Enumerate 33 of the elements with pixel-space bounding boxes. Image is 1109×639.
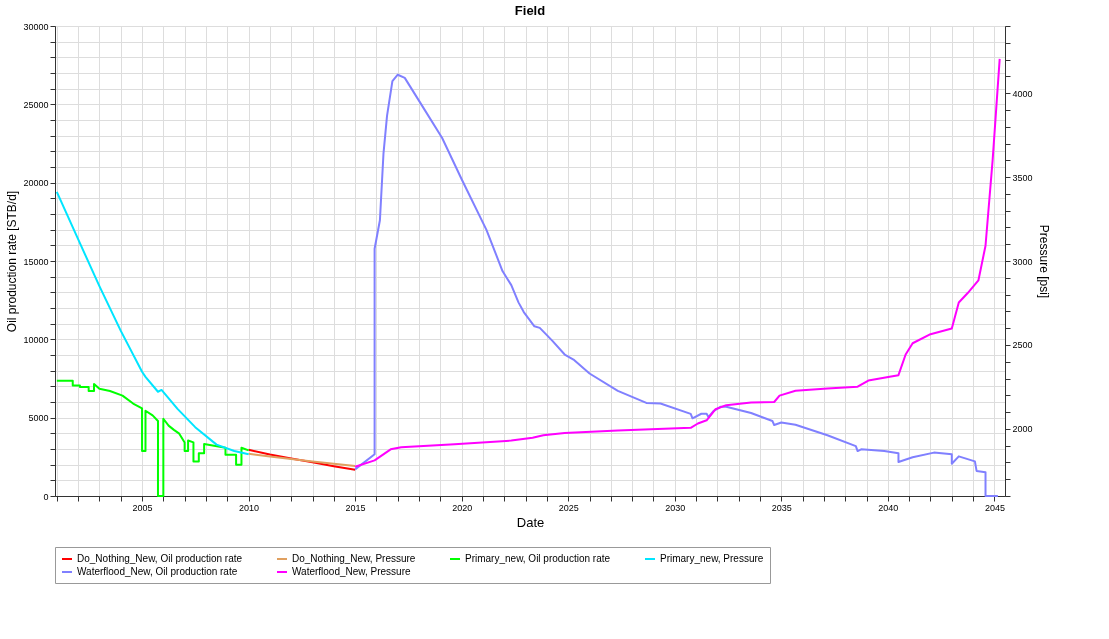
y2-tick-label: 3500: [1012, 172, 1033, 183]
y-tick-label: 5000: [28, 413, 49, 424]
chart-title: Field: [514, 3, 546, 18]
legend-label: Do_Nothing_New, Pressure: [292, 553, 416, 564]
y-tick-label: 0: [43, 491, 49, 502]
x-tick-label: 2005: [132, 502, 153, 513]
line-series: [55, 379, 250, 497]
x-tick-label: 2015: [345, 502, 366, 513]
y-tick-label: 30000: [23, 21, 49, 32]
x-axis-title: Date: [516, 514, 545, 530]
line-series: [55, 190, 250, 456]
y2-tick-label: 3000: [1012, 256, 1033, 267]
y2-axis-title: Pressure [psi]: [1036, 224, 1051, 299]
legend-label: Primary_new, Oil production rate: [465, 553, 611, 564]
y2-tick-label: 4000: [1012, 88, 1033, 99]
legend-label: Do_Nothing_New, Oil production rate: [77, 553, 243, 564]
x-tick-label: 2025: [558, 502, 579, 513]
y2-tick-label: 2000: [1012, 424, 1033, 435]
y-axis-title: Oil production rate [STB/d]: [5, 190, 20, 333]
legend-label: Primary_new, Pressure: [660, 553, 764, 564]
y-tick-label: 25000: [23, 99, 49, 110]
y-tick-label: 20000: [23, 178, 49, 189]
x-tick-label: 2020: [452, 502, 473, 513]
x-tick-label: 2010: [239, 502, 260, 513]
legend-label: Waterflood_New, Pressure: [292, 566, 412, 577]
x-tick-label: 2045: [984, 502, 1005, 513]
y-tick-label: 15000: [23, 256, 49, 267]
legend-label: Waterflood_New, Oil production rate: [77, 566, 238, 577]
x-tick-label: 2035: [771, 502, 792, 513]
y2-tick-label: 2500: [1012, 340, 1033, 351]
y-tick-label: 10000: [23, 334, 49, 345]
x-tick-label: 2040: [878, 502, 899, 513]
x-tick-label: 2030: [665, 502, 686, 513]
